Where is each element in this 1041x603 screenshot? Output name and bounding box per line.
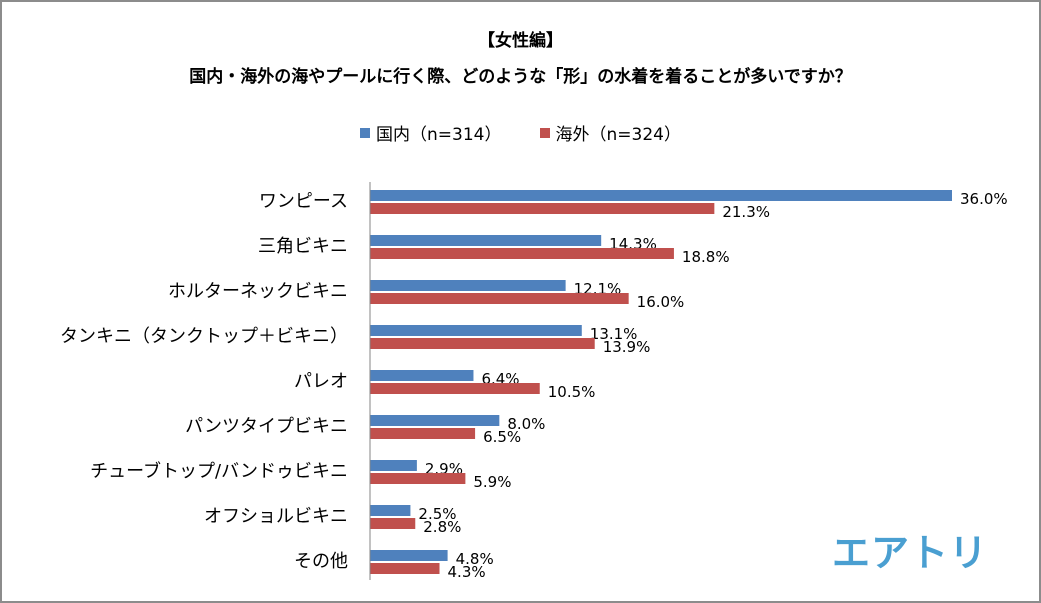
- legend-swatch-overseas: [539, 127, 550, 138]
- value-label-overseas: 2.8%: [423, 518, 461, 536]
- category-label: ホルターネックビキニ: [168, 281, 348, 302]
- value-label-overseas: 5.9%: [473, 473, 511, 491]
- value-label-overseas: 18.8%: [682, 248, 730, 266]
- legend-label-overseas: 海外（n=324）: [555, 125, 681, 145]
- bar-domestic: [370, 235, 602, 246]
- legend-label-domestic: 国内（n=314）: [376, 125, 502, 145]
- category-label: タンキニ（タンクトップ＋ビキニ）: [60, 326, 348, 347]
- value-label-overseas: 10.5%: [548, 383, 596, 401]
- bar-overseas: [370, 203, 715, 214]
- bar-overseas: [370, 293, 629, 304]
- legend-item-domestic: 国内（n=314）: [360, 120, 502, 145]
- airtrip-logo: エアトリ: [832, 531, 989, 575]
- bar-overseas: [370, 518, 416, 529]
- bar-overseas: [370, 248, 674, 259]
- bar-domestic: [370, 325, 582, 336]
- bar-overseas: [370, 473, 466, 484]
- bar-domestic: [370, 505, 411, 516]
- bar-overseas: [370, 563, 440, 574]
- bar-domestic: [370, 460, 417, 471]
- legend-swatch-domestic: [360, 127, 371, 138]
- category-label: チューブトップ/バンドゥビキニ: [90, 460, 348, 482]
- legend: 国内（n=314） 海外（n=324）: [0, 120, 1041, 145]
- bar-overseas: [370, 383, 540, 394]
- category-label: ワンピース: [259, 191, 348, 212]
- bar-domestic: [370, 190, 952, 201]
- value-label-overseas: 21.3%: [722, 203, 770, 221]
- bar-domestic: [370, 550, 448, 561]
- bar-domestic: [370, 370, 474, 381]
- chart-title: 国内・海外の海やプールに行く際、どのような「形」の水着を着ることが多いですか？: [189, 67, 852, 87]
- bar-overseas: [370, 338, 595, 349]
- value-label-overseas: 4.3%: [448, 563, 486, 581]
- category-label: 三角ビキニ: [258, 236, 348, 257]
- category-label: オフショルビキニ: [204, 506, 348, 527]
- category-label: パンツタイプビキニ: [185, 416, 348, 437]
- category-label: パレオ: [294, 371, 348, 392]
- value-label-overseas: 6.5%: [483, 428, 521, 446]
- value-label-domestic: 2.5%: [418, 505, 456, 523]
- bar-domestic: [370, 415, 500, 426]
- chart-subtitle: 【女性編】: [478, 31, 563, 51]
- bar-domestic: [370, 280, 566, 291]
- value-label-overseas: 13.9%: [603, 338, 651, 356]
- value-label-overseas: 16.0%: [637, 293, 685, 311]
- value-label-domestic: 4.8%: [456, 550, 494, 568]
- value-label-domestic: 36.0%: [960, 190, 1008, 208]
- value-label-domestic: 13.1%: [590, 325, 638, 343]
- value-label-domestic: 8.0%: [507, 415, 545, 433]
- category-label: その他: [294, 551, 348, 572]
- legend-item-overseas: 海外（n=324）: [539, 120, 681, 145]
- bar-overseas: [370, 428, 476, 439]
